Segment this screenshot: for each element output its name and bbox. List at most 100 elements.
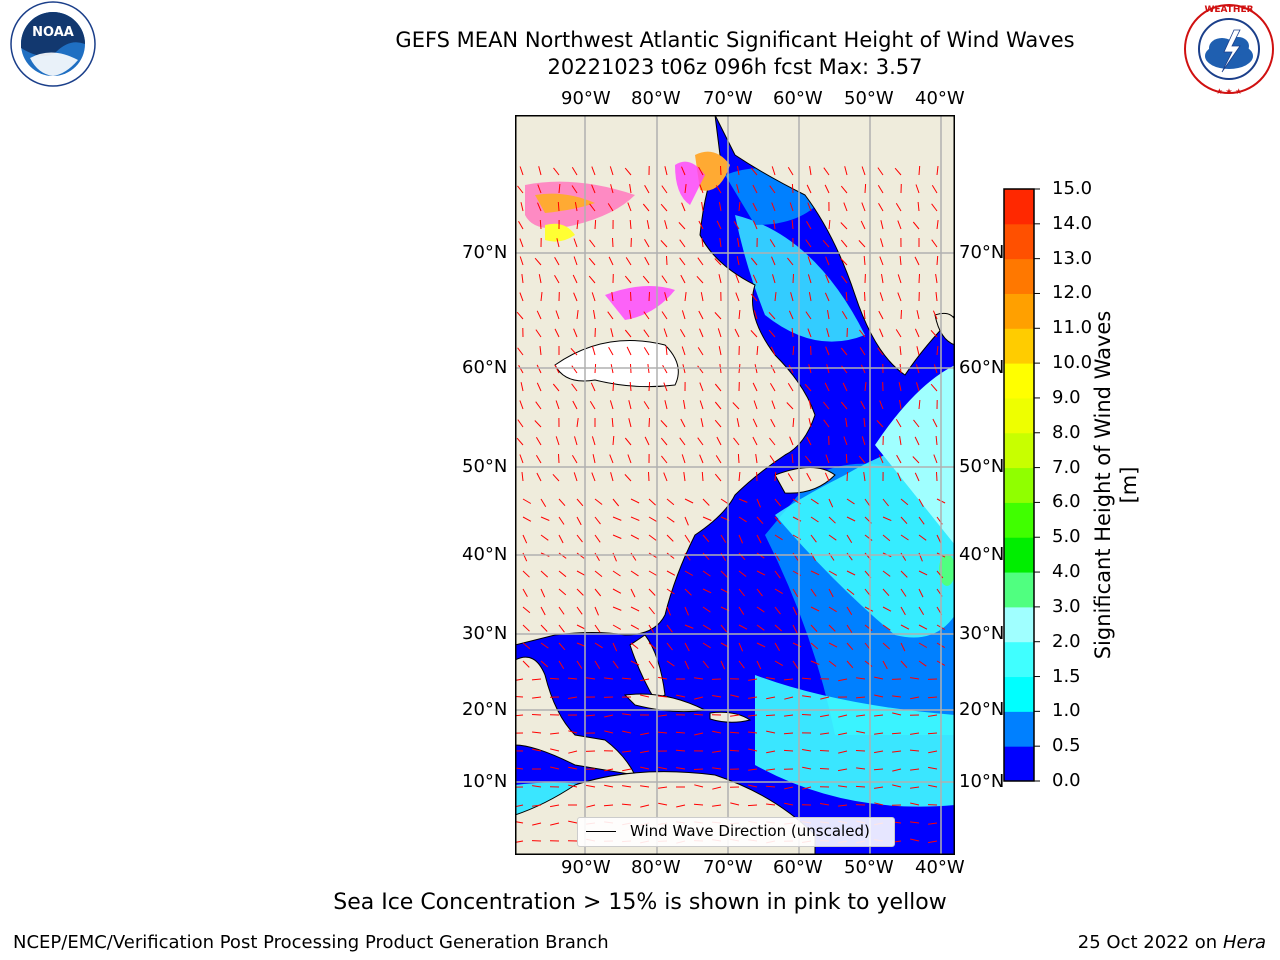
wave-direction-arrow — [680, 418, 686, 428]
lon-label-top: 70°W — [703, 88, 753, 109]
wave-direction-arrow — [918, 606, 925, 615]
wave-direction-arrow — [666, 606, 671, 616]
wave-direction-arrow — [558, 534, 564, 544]
lat-label-left: 50°N — [462, 456, 508, 477]
wave-direction-arrow — [629, 310, 632, 320]
wave-direction-arrow — [522, 642, 531, 650]
wave-direction-arrow — [891, 732, 902, 735]
wave-direction-arrow — [558, 588, 567, 596]
wave-direction-arrow — [699, 400, 704, 410]
wave-direction-arrow — [819, 750, 830, 752]
wave-direction-arrow — [712, 804, 722, 807]
wave-direction-arrow — [702, 534, 710, 543]
wave-direction-arrow — [909, 749, 920, 752]
wave-direction-arrow — [573, 292, 578, 302]
wave-direction-arrow — [856, 714, 866, 717]
wave-direction-arrow — [558, 183, 561, 194]
wave-direction-arrow — [841, 275, 848, 284]
wave-direction-arrow — [550, 822, 560, 826]
wave-direction-arrow — [604, 677, 614, 680]
wave-direction-arrow — [766, 730, 776, 734]
wave-direction-arrow — [846, 498, 855, 505]
wave-direction-arrow — [567, 677, 578, 680]
wave-direction-arrow — [622, 785, 632, 788]
colorbar-tick-label: 1.5 — [1052, 665, 1081, 687]
wave-direction-arrow — [894, 167, 902, 176]
wave-direction-arrow — [895, 203, 902, 212]
wave-direction-arrow — [593, 310, 596, 320]
lat-label-left: 10°N — [462, 771, 508, 792]
wave-direction-arrow — [702, 570, 711, 577]
wave-direction-arrow — [810, 642, 819, 650]
colorbar-segment — [1004, 363, 1034, 399]
wave-direction-arrow — [838, 750, 848, 754]
wave-direction-arrow — [766, 696, 776, 700]
lat-label-left: 40°N — [462, 544, 508, 565]
lat-label-right: 60°N — [959, 357, 1005, 378]
wave-direction-arrow — [808, 400, 812, 410]
wave-direction-arrow — [914, 472, 920, 482]
wave-direction-arrow — [918, 642, 928, 648]
colorbar-tick-label: 8.0 — [1052, 421, 1081, 443]
footer-date-text: 25 Oct 2022 on — [1077, 932, 1223, 953]
wave-direction-arrow — [591, 436, 596, 446]
wave-direction-arrow — [935, 435, 938, 446]
wave-direction-arrow — [874, 750, 884, 754]
wave-direction-arrow — [928, 714, 938, 717]
wave-direction-arrow — [874, 694, 884, 698]
wave-direction-arrow — [827, 310, 830, 320]
wave-direction-arrow — [612, 624, 622, 630]
wave-direction-arrow — [714, 258, 722, 266]
wave-direction-arrow — [720, 570, 728, 578]
wave-direction-arrow — [805, 239, 812, 248]
wave-direction-arrow — [823, 167, 830, 176]
wave-direction-arrow — [555, 310, 560, 320]
wave-direction-arrow — [864, 183, 867, 194]
wave-direction-arrow — [880, 220, 884, 230]
wave-direction-arrow — [738, 642, 744, 652]
wave-direction-arrow — [680, 274, 686, 284]
wave-direction-arrow — [594, 660, 601, 669]
wave-direction-arrow — [658, 802, 668, 806]
wave-direction-arrow — [882, 642, 891, 650]
wave-direction-arrow — [712, 786, 722, 790]
wave-direction-arrow — [520, 382, 524, 392]
wave-direction-arrow — [774, 606, 781, 615]
wave-direction-arrow — [771, 400, 776, 410]
wave-direction-arrow — [684, 588, 692, 596]
wave-direction-arrow — [783, 678, 794, 681]
wave-direction-arrow — [699, 184, 704, 194]
wave-direction-arrow — [640, 694, 650, 698]
wave-direction-arrow — [629, 219, 632, 230]
wave-direction-arrow — [802, 749, 812, 752]
wave-direction-arrow — [788, 310, 794, 320]
colorbar-tick-label: 10.0 — [1052, 352, 1093, 374]
wave-direction-arrow — [701, 202, 704, 212]
wave-direction-arrow — [752, 220, 758, 230]
wave-direction-arrow — [684, 624, 694, 629]
wave-direction-arrow — [568, 820, 578, 824]
wave-direction-arrow — [771, 256, 776, 266]
wave-direction-arrow — [910, 768, 920, 771]
wave-direction-arrow — [648, 606, 655, 615]
wave-direction-arrow — [699, 382, 704, 392]
wave-direction-arrow — [840, 401, 848, 410]
wave-direction-arrow — [820, 732, 830, 735]
wave-direction-arrow — [928, 784, 938, 788]
wave-direction-arrow — [828, 219, 831, 230]
wave-direction-arrow — [784, 696, 794, 700]
wave-direction-arrow — [774, 471, 777, 482]
wave-direction-arrow — [863, 418, 866, 428]
wave-direction-arrow — [807, 328, 812, 338]
wave-direction-arrow — [838, 714, 848, 718]
colorbar-title: Significant Height of Wind Waves [m] — [1091, 310, 1141, 660]
colorbar-tick-label: 2.0 — [1052, 630, 1081, 652]
wave-direction-arrow — [787, 257, 794, 266]
wave-direction-arrow — [550, 804, 560, 808]
wave-direction-arrow — [738, 606, 745, 615]
wave-direction-arrow — [841, 365, 848, 374]
wave-direction-arrow — [879, 328, 884, 338]
colorbar-segment — [1004, 606, 1034, 643]
footer-date: 25 Oct 2022 on Hera — [1078, 932, 1266, 953]
wave-direction-arrow — [717, 328, 722, 338]
